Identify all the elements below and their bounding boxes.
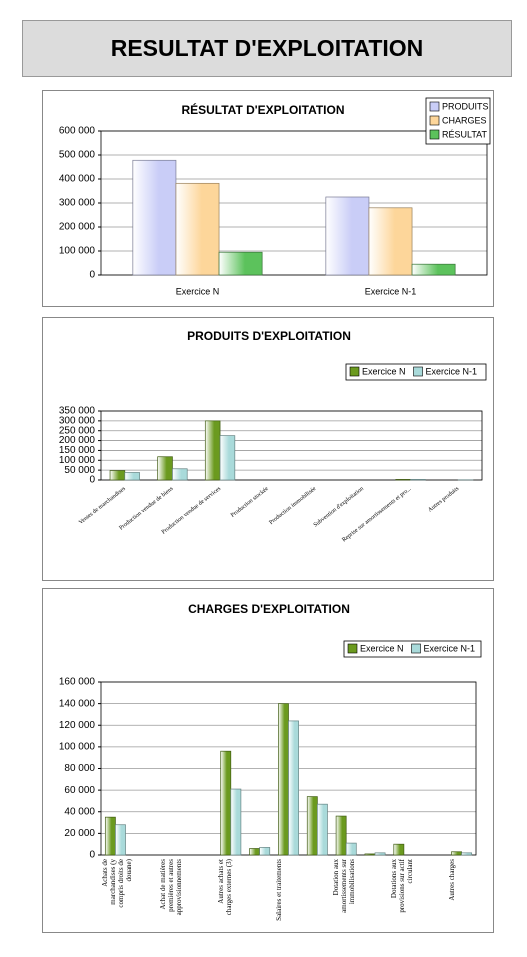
bar <box>411 263 456 276</box>
y-tick-label: 40 000 <box>64 806 95 817</box>
chart: CHARGES D'EXPLOITATION 0 20 000 40 000 60 00… <box>59 602 482 861</box>
bar <box>219 435 236 481</box>
legend-swatch <box>413 366 423 377</box>
x-tick-label: Achats de marchandises (y compris droits… <box>101 859 134 908</box>
y-tick-label: 100 000 <box>59 742 96 753</box>
y-tick-label: 140 000 <box>59 698 96 709</box>
y-tick-label: 50 000 <box>64 465 95 476</box>
x-tick-label: Subvention d'exploitation <box>313 486 365 529</box>
legend-swatch <box>411 643 421 654</box>
y-tick-label: 0 <box>89 850 95 861</box>
bar <box>259 847 271 856</box>
chart-title: CHARGES D'EXPLOITATION <box>188 602 350 616</box>
x-tick-label: Autres produits <box>427 486 461 514</box>
bar <box>325 196 370 276</box>
chart-title: PRODUITS D'EXPLOITATION <box>187 329 351 343</box>
x-tick-label: Production vendue de biens <box>118 486 175 532</box>
page-title: RESULTAT D'EXPLOITATION <box>22 20 512 77</box>
y-tick-label: 60 000 <box>64 785 95 796</box>
y-tick-label: 120 000 <box>59 720 96 731</box>
bar <box>345 842 357 856</box>
bar <box>335 815 347 856</box>
plot-frame <box>100 410 483 481</box>
x-tick-label: Dotations aux provisions sur actif circu… <box>389 859 414 913</box>
bar <box>461 852 473 856</box>
legend-label: CHARGES <box>442 115 487 125</box>
y-tick-label: 100 000 <box>59 455 96 466</box>
y-tick-label: 100 000 <box>59 246 96 257</box>
y-tick-label: 400 000 <box>59 174 96 185</box>
chart-panel: RÉSULTAT D'EXPLOITATION 0 100 000 200 000 30… <box>42 90 494 307</box>
bar <box>278 703 289 856</box>
legend-label: Exercice N-1 <box>426 366 478 376</box>
x-tick-label: Production immobilisée <box>268 486 317 526</box>
bar <box>368 207 413 276</box>
bar <box>306 796 318 856</box>
chart-panel: PRODUITS D'EXPLOITATION 0 50 000 100 000 150… <box>42 317 494 581</box>
bar <box>109 470 126 481</box>
legend-label: Exercice N <box>362 366 406 376</box>
x-tick-label: Dotation aux amortissements sur immobili… <box>332 859 357 913</box>
x-tick-label: Production stockée <box>230 486 270 519</box>
bar <box>175 182 220 276</box>
legend-swatch <box>349 366 360 377</box>
bar <box>132 159 177 276</box>
y-tick-label: 250 000 <box>59 425 96 436</box>
bar <box>104 816 116 856</box>
bar <box>230 788 242 856</box>
bar <box>218 251 263 276</box>
y-tick-label: 350 000 <box>59 406 96 417</box>
legend-label: Exercice N <box>360 643 404 653</box>
bar <box>204 420 221 481</box>
chart: RÉSULTAT D'EXPLOITATION 0 100 000 200 000 30… <box>59 97 491 296</box>
y-tick-label: 80 000 <box>64 763 95 774</box>
bar <box>115 824 126 856</box>
chart-title: RÉSULTAT D'EXPLOITATION <box>181 102 344 117</box>
y-tick-label: 200 000 <box>59 222 96 233</box>
x-tick-label: Exercice N-1 <box>365 286 417 296</box>
legend-swatch <box>429 101 440 112</box>
bar <box>157 456 173 481</box>
legend-swatch <box>429 129 440 140</box>
x-tick-label: Exercice N <box>176 286 220 296</box>
bar <box>395 479 411 481</box>
y-tick-label: 300 000 <box>59 198 96 209</box>
bar <box>124 472 140 481</box>
legend-swatch <box>347 643 358 654</box>
legend-swatch <box>429 115 440 126</box>
bar <box>364 853 376 856</box>
bar <box>316 803 328 856</box>
y-tick-label: 600 000 <box>59 126 96 137</box>
y-tick-label: 0 <box>89 475 95 486</box>
x-tick-label: Autres achats et charges externes (3) <box>216 859 233 916</box>
x-tick-label: Salaires et traitements <box>274 859 283 921</box>
bar <box>374 852 386 856</box>
bar <box>220 750 232 856</box>
x-tick-label: Achat de matières premières et autres ap… <box>159 859 184 916</box>
y-tick-label: 500 000 <box>59 150 96 161</box>
plot-frame <box>100 130 488 276</box>
y-tick-label: 200 000 <box>59 435 96 446</box>
x-tick-label: Autres charges <box>447 859 456 901</box>
legend-label: RÉSULTAT <box>442 129 488 139</box>
y-tick-label: 160 000 <box>59 677 96 688</box>
y-tick-label: 20 000 <box>64 828 95 839</box>
bar <box>249 848 261 856</box>
bar <box>288 720 299 856</box>
y-tick-label: 0 <box>89 270 95 281</box>
legend-label: Exercice N-1 <box>424 643 476 653</box>
legend-label: PRODUITS <box>442 101 489 111</box>
bar <box>172 468 188 481</box>
bar <box>393 843 405 856</box>
bar <box>410 479 426 481</box>
y-tick-label: 150 000 <box>59 445 96 456</box>
y-tick-label: 300 000 <box>59 415 96 426</box>
bar <box>451 851 462 856</box>
chart-panel: CHARGES D'EXPLOITATION 0 20 000 40 000 60 00… <box>42 588 494 933</box>
x-tick-label: Ventes de marchandises <box>78 486 127 526</box>
